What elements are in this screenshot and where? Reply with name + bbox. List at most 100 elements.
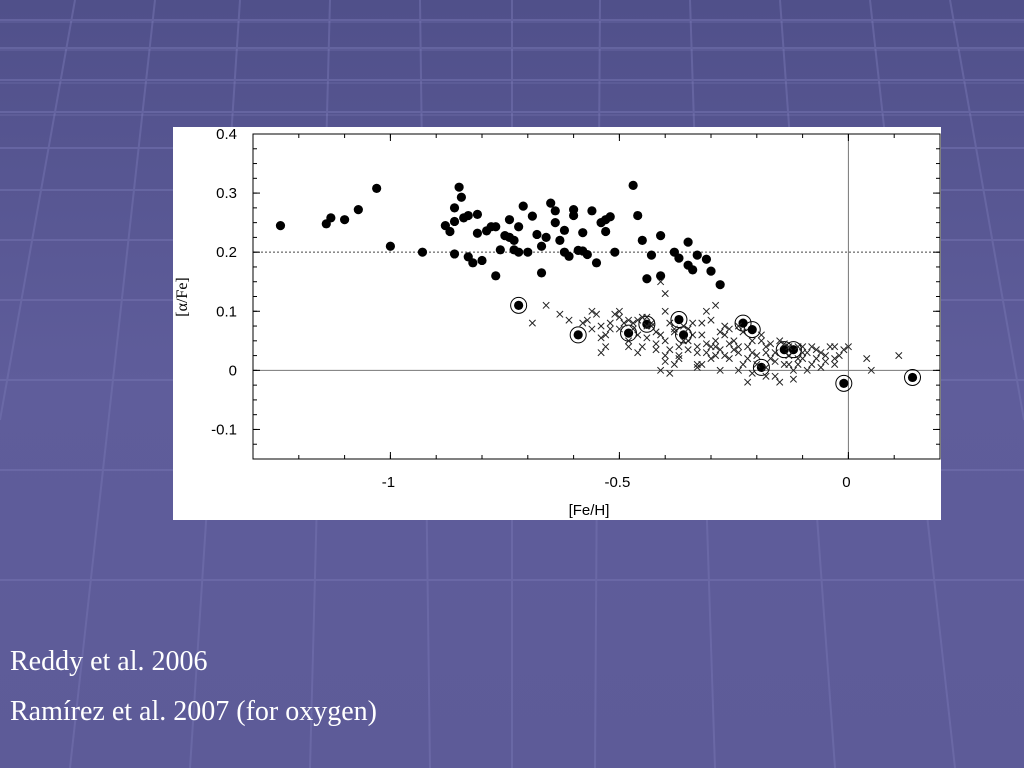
cross-point — [542, 301, 550, 309]
cross-stroke — [675, 352, 683, 360]
cross-stroke — [748, 337, 756, 345]
cross-stroke — [785, 343, 793, 351]
cross-stroke — [615, 313, 623, 321]
cross-point — [643, 334, 651, 342]
cross-stroke — [666, 346, 674, 354]
cross-point — [615, 313, 623, 321]
cross-point — [684, 346, 692, 354]
cross-point — [771, 357, 779, 366]
filled-circle-point — [504, 215, 515, 225]
cross-stroke — [734, 366, 743, 374]
cross-stroke — [643, 334, 651, 342]
filled-circle-point — [491, 271, 501, 281]
cross-stroke — [785, 352, 793, 360]
axis-ticks: -0.1 0 0.1 0.2 0.3 0.4 -1 -0.5 0 — [211, 127, 941, 491]
plot-frame — [252, 133, 941, 460]
cross-stroke — [670, 360, 678, 369]
cross-point — [762, 349, 770, 357]
cross-stroke — [831, 343, 839, 351]
cross-stroke — [698, 360, 706, 369]
filled-circle-point — [472, 209, 483, 219]
cross-point — [725, 325, 733, 333]
cross-point — [762, 343, 770, 351]
x-tick-label: 0 — [842, 474, 850, 491]
cross-stroke — [684, 325, 692, 333]
cross-point — [625, 343, 633, 351]
cross-stroke — [734, 322, 743, 330]
filled-circle-point — [472, 228, 483, 238]
filled-circle-point — [275, 220, 286, 231]
filled-circle-point — [445, 226, 455, 237]
cross-point — [592, 310, 601, 318]
cross-stroke — [721, 322, 729, 330]
cross-stroke — [766, 340, 775, 348]
cross-stroke — [725, 325, 733, 333]
cross-stroke — [757, 331, 765, 339]
filled-circle-point — [633, 210, 643, 221]
filled-circle-point — [340, 215, 350, 225]
cross-stroke — [776, 337, 784, 345]
cross-stroke — [661, 289, 669, 298]
ringed-circle-point — [904, 368, 922, 386]
cross-point — [762, 372, 770, 380]
cross-point — [730, 337, 738, 345]
filled-circle-point — [692, 250, 702, 260]
cross-stroke — [606, 325, 614, 333]
filled-circle-point — [385, 241, 395, 251]
filled-circle-point — [491, 222, 501, 232]
cross-point — [588, 307, 596, 315]
cross-point — [625, 316, 633, 324]
cross-stroke — [565, 316, 573, 324]
cross-point — [776, 378, 784, 386]
cross-stroke — [712, 343, 720, 351]
cross-point — [734, 343, 743, 351]
ringed-circle-point — [569, 326, 587, 344]
cross-stroke — [625, 343, 633, 351]
cross-point — [730, 346, 738, 354]
cross-stroke — [643, 322, 651, 330]
cross-stroke — [670, 328, 678, 336]
cross-stroke — [757, 337, 765, 345]
cross-stroke — [835, 352, 843, 360]
cross-point — [780, 360, 788, 369]
cross-point — [812, 354, 820, 363]
cross-stroke — [634, 331, 642, 339]
cross-point — [606, 325, 614, 333]
cross-stroke — [840, 346, 848, 354]
cross-stroke — [721, 331, 729, 339]
cross-stroke — [780, 340, 788, 348]
filled-circle-point — [839, 378, 849, 388]
cross-point — [670, 328, 678, 336]
cross-stroke — [753, 360, 761, 369]
cross-stroke — [693, 343, 701, 351]
cross-point — [803, 366, 811, 374]
cross-stroke — [702, 307, 710, 315]
cross-point — [831, 354, 839, 363]
filled-circle-point — [646, 250, 657, 260]
cross-point — [716, 366, 724, 374]
cross-point — [698, 331, 706, 339]
cross-point — [702, 340, 710, 348]
cross-stroke — [739, 328, 747, 336]
filled-circle-point — [605, 212, 615, 222]
cross-stroke — [716, 366, 724, 374]
cross-stroke — [657, 331, 665, 339]
cross-stroke — [730, 337, 738, 345]
cross-point — [625, 337, 633, 345]
cross-point — [734, 349, 743, 357]
cross-point — [776, 337, 784, 345]
cross-point — [771, 349, 779, 357]
cross-point — [725, 354, 733, 363]
cross-point — [863, 354, 871, 363]
cross-stroke — [707, 354, 715, 363]
cross-point — [611, 310, 619, 318]
cross-stroke — [675, 343, 683, 351]
cross-point — [606, 319, 614, 327]
cross-stroke — [638, 343, 646, 351]
cross-stroke — [821, 357, 830, 366]
cross-stroke — [895, 352, 903, 360]
cross-point — [634, 349, 642, 357]
cross-point — [657, 366, 665, 374]
cross-point — [693, 349, 701, 357]
cross-stroke — [789, 366, 797, 374]
